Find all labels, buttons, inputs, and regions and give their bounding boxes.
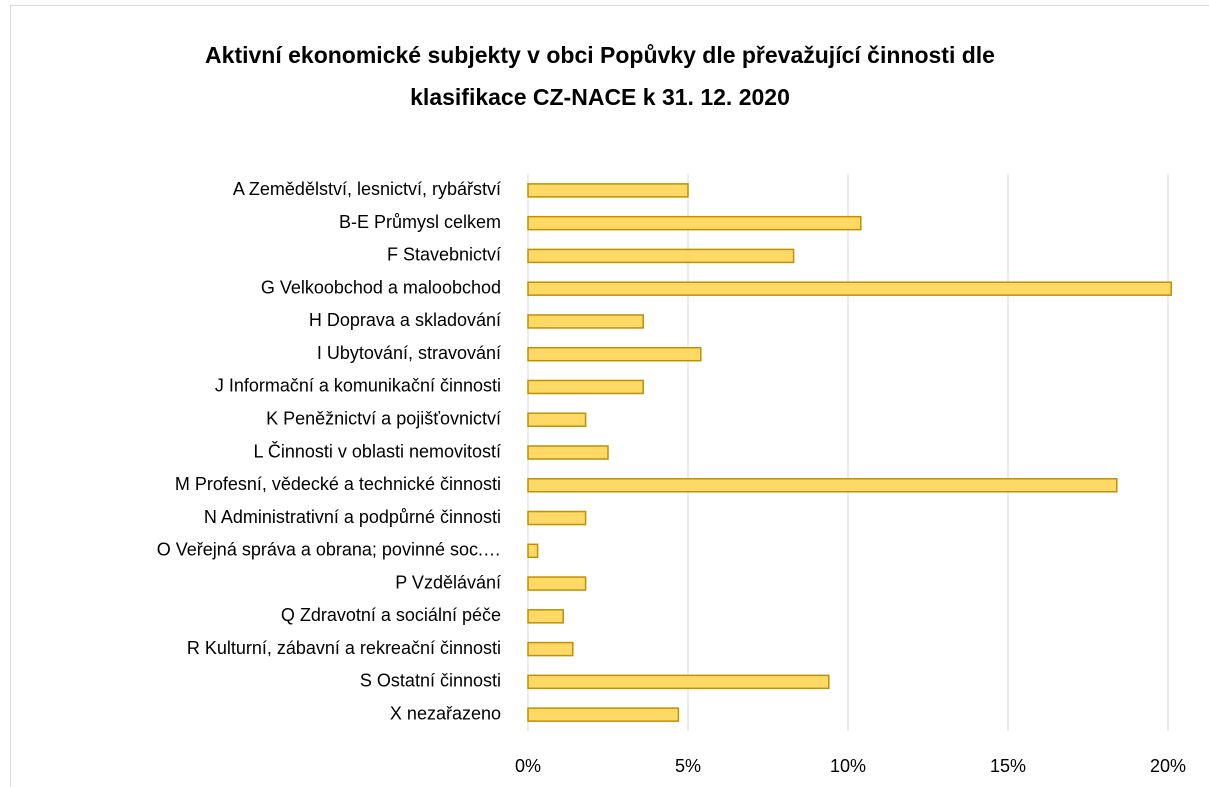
bar bbox=[527, 281, 1172, 296]
y-tick-label: H Doprava a skladování bbox=[309, 310, 501, 330]
x-tick-label: 0% bbox=[515, 756, 541, 776]
bar bbox=[527, 609, 564, 624]
bar bbox=[527, 478, 1118, 493]
bar bbox=[527, 707, 680, 722]
bar bbox=[527, 412, 587, 427]
y-tick-label: X nezařazeno bbox=[390, 703, 501, 723]
y-tick-label: J Informační a komunikační činnosti bbox=[215, 376, 501, 396]
y-tick-label: K Peněžnictví a pojišťovnictví bbox=[266, 408, 501, 428]
y-tick-label: M Profesní, vědecké a technické činnosti bbox=[175, 474, 501, 494]
x-tick-label: 10% bbox=[830, 756, 866, 776]
bar bbox=[527, 248, 795, 264]
bar bbox=[527, 674, 830, 690]
y-tick-label: N Administrativní a podpůrné činnosti bbox=[204, 507, 501, 527]
bar bbox=[527, 510, 587, 526]
y-tick-label: R Kulturní, zábavní a rekreační činnosti bbox=[187, 638, 501, 658]
x-tick-label: 20% bbox=[1150, 756, 1186, 776]
chart-title: Aktivní ekonomické subjekty v obci Popův… bbox=[205, 42, 995, 110]
y-tick-label: P Vzdělávání bbox=[395, 572, 501, 592]
y-tick-label: B-E Průmysl celkem bbox=[339, 212, 501, 232]
y-tick-label: F Stavebnictví bbox=[387, 245, 501, 265]
bar bbox=[527, 314, 644, 329]
bar bbox=[527, 379, 644, 395]
x-tick-label: 15% bbox=[990, 756, 1026, 776]
x-tick-label: 5% bbox=[675, 756, 701, 776]
bar bbox=[527, 183, 689, 198]
y-tick-label: L Činnosti v oblasti nemovitostí bbox=[254, 440, 501, 461]
bar bbox=[527, 576, 587, 591]
bar bbox=[527, 445, 609, 460]
bar bbox=[527, 346, 702, 362]
y-tick-label: O Veřejná správa a obrana; povinné soc.… bbox=[157, 540, 501, 560]
y-tick-label: I Ubytování, stravování bbox=[317, 343, 501, 363]
y-tick-label: G Velkoobchod a maloobchod bbox=[261, 277, 501, 297]
bar bbox=[527, 215, 862, 231]
y-tick-label: S Ostatní činnosti bbox=[360, 671, 501, 691]
chart-frame bbox=[10, 5, 1209, 787]
y-tick-label: Q Zdravotní a sociální péče bbox=[281, 605, 501, 625]
bar bbox=[527, 543, 539, 559]
y-tick-label: A Zemědělství, lesnictví, rybářství bbox=[233, 179, 501, 199]
bar bbox=[527, 641, 574, 657]
